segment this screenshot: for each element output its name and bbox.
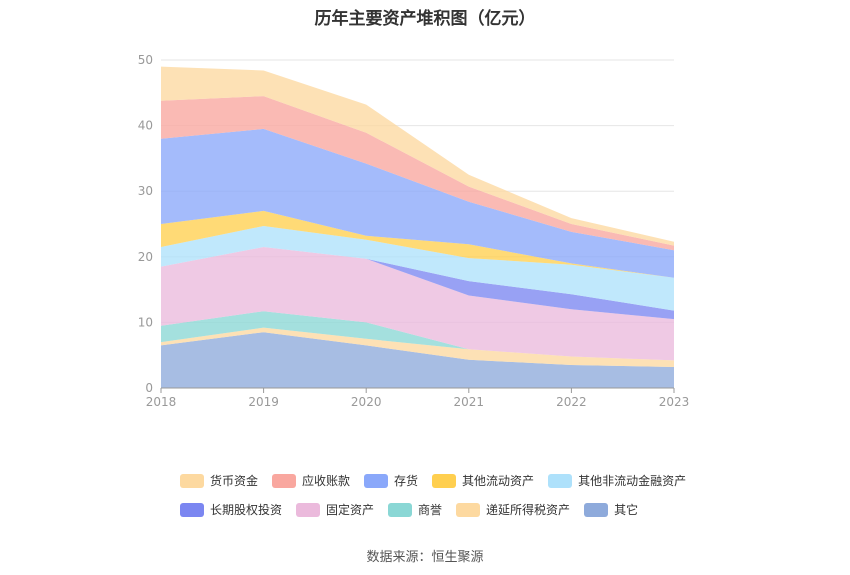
legend-item[interactable]: 应收账款 bbox=[272, 472, 350, 489]
y-tick-label: 20 bbox=[138, 250, 153, 264]
series-area-5 bbox=[161, 226, 674, 311]
legend-swatch bbox=[456, 502, 481, 517]
series-area-4 bbox=[161, 247, 674, 320]
legend-swatch bbox=[180, 473, 204, 488]
y-tick-label: 50 bbox=[138, 53, 153, 67]
series-area-3 bbox=[161, 247, 674, 361]
legend-item[interactable]: 固定资产 bbox=[296, 501, 374, 518]
legend-label: 其它 bbox=[614, 503, 639, 517]
legend-item[interactable]: 商誉 bbox=[388, 501, 442, 518]
x-tick-label: 2022 bbox=[556, 395, 587, 409]
legend-swatch bbox=[364, 473, 389, 488]
legend-item[interactable]: 货币资金 bbox=[180, 472, 258, 489]
legend-label: 其他非流动金融资产 bbox=[578, 474, 687, 488]
legend-swatch bbox=[296, 502, 321, 517]
data-source: 数据来源：恒生聚源 bbox=[366, 550, 484, 565]
legend-swatch bbox=[548, 473, 573, 488]
legend-swatch bbox=[432, 473, 457, 488]
legend-label: 货币资金 bbox=[210, 474, 259, 488]
y-tick-label: 30 bbox=[138, 184, 153, 198]
legend-item[interactable]: 递延所得税资产 bbox=[456, 501, 570, 518]
y-tick-label: 10 bbox=[138, 315, 153, 329]
series-area-1 bbox=[161, 327, 674, 367]
legend-swatch bbox=[584, 502, 609, 517]
legend-item[interactable]: 其它 bbox=[584, 501, 638, 518]
legend-item[interactable]: 其他非流动金融资产 bbox=[548, 472, 686, 489]
series-area-9 bbox=[161, 66, 674, 246]
y-tick-label: 40 bbox=[138, 119, 153, 133]
legend-label: 长期股权投资 bbox=[210, 503, 283, 517]
legend-row: 货币资金 应收账款 存货 其他流动资产 其他非流动金融资产 bbox=[180, 472, 700, 489]
legend-swatch bbox=[180, 502, 204, 517]
legend-row: 长期股权投资 固定资产 商誉 递延所得税资产 其它 bbox=[180, 501, 700, 518]
x-tick-label: 2020 bbox=[351, 395, 382, 409]
series-area-7 bbox=[161, 128, 674, 278]
x-tick-label: 2018 bbox=[146, 395, 177, 409]
legend-label: 应收账款 bbox=[302, 474, 351, 488]
legend-label: 其他流动资产 bbox=[462, 474, 535, 488]
legend-swatch bbox=[272, 473, 297, 488]
legend-label: 递延所得税资产 bbox=[486, 503, 571, 517]
series-area-0 bbox=[161, 332, 674, 388]
x-tick-label: 2019 bbox=[248, 395, 279, 409]
chart-title: 历年主要资产堆积图（亿元） bbox=[314, 9, 536, 29]
legend-swatch bbox=[388, 502, 413, 517]
series-area-2 bbox=[161, 311, 674, 361]
series-area-6 bbox=[161, 210, 674, 278]
legend-item[interactable]: 其他流动资产 bbox=[432, 472, 534, 489]
legend-label: 固定资产 bbox=[326, 503, 375, 517]
legend-label: 商誉 bbox=[418, 503, 443, 517]
y-tick-label: 0 bbox=[145, 381, 153, 395]
series-area-8 bbox=[161, 96, 674, 251]
legend: 货币资金 应收账款 存货 其他流动资产 其他非流动金融资产 长期股权投资 固定资产 商誉 递延… bbox=[180, 472, 700, 530]
legend-item[interactable]: 长期股权投资 bbox=[180, 501, 282, 518]
x-tick-label: 2021 bbox=[454, 395, 485, 409]
legend-label: 存货 bbox=[394, 474, 419, 488]
legend-item[interactable]: 存货 bbox=[364, 472, 418, 489]
x-tick-label: 2023 bbox=[659, 395, 690, 409]
